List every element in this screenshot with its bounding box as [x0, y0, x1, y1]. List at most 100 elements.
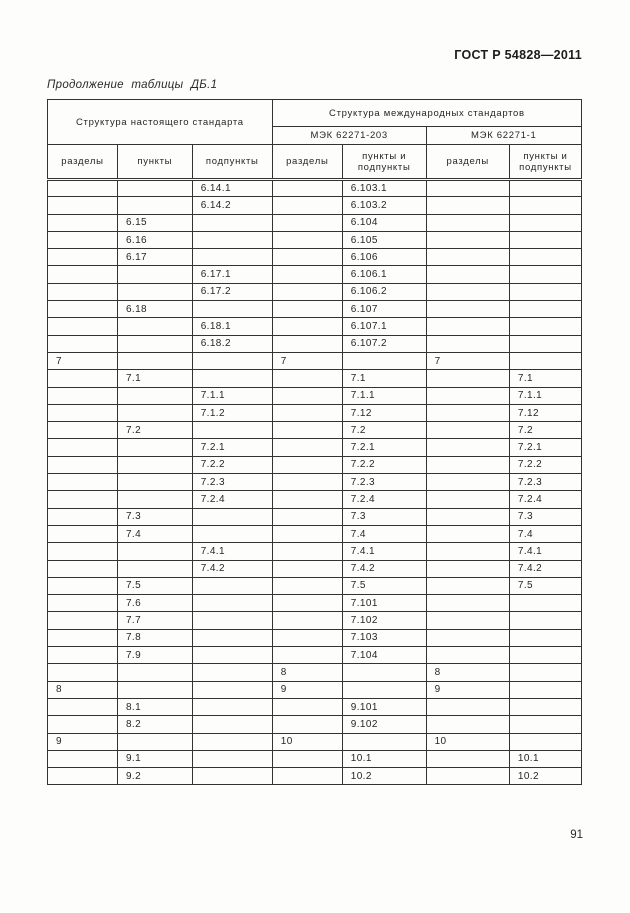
table-row: 7.1.1 7.1.1 7.1.1	[47, 386, 583, 405]
table-cell	[47, 178, 118, 198]
table-cell: 9.1	[116, 749, 193, 769]
table-row: 7.7 7.102	[47, 611, 583, 630]
table-cell: 7.2	[116, 421, 193, 440]
table-cell: 7.4.1	[508, 542, 583, 561]
table-cell: 7.1.1	[191, 386, 273, 405]
table-cell	[271, 369, 343, 388]
table-row: 7.4.2 7.4.2 7.4.2	[47, 559, 583, 578]
table-cell	[271, 594, 343, 613]
table-cell	[271, 749, 343, 769]
table-cell: 7.12	[508, 403, 583, 423]
table-cell	[116, 542, 193, 561]
table-cell: 7.8	[116, 628, 193, 648]
table-cell: 8	[271, 663, 343, 682]
table-cell	[425, 300, 510, 319]
table-cell	[271, 386, 343, 405]
table-cell	[271, 438, 343, 457]
table-cell	[47, 438, 118, 457]
table-row: 7 7 7	[47, 351, 583, 371]
table-cell	[508, 196, 583, 215]
table-row: 7.2 7.2 7.2	[47, 421, 583, 440]
table-cell	[116, 196, 193, 215]
table-row: 6.18.1 6.107.1	[47, 317, 583, 336]
table-cell: 6.17.1	[191, 265, 273, 284]
table-cell	[425, 282, 510, 302]
table-cell: 6.106.1	[341, 265, 427, 284]
table-cell	[47, 559, 118, 578]
table-cell	[47, 317, 118, 336]
table-cell	[425, 369, 510, 388]
table-cell: 7.102	[341, 611, 427, 630]
table-cell	[508, 248, 583, 267]
table-cell: 7.104	[341, 646, 427, 665]
table-cell	[116, 473, 193, 492]
table-cell: 6.107	[341, 300, 427, 319]
table-cell	[116, 559, 193, 578]
table-cell	[47, 334, 118, 353]
table-cell: 7.5	[116, 576, 193, 596]
table-cell: 6.14.2	[191, 196, 273, 215]
table-row: 7.2.3 7.2.3 7.2.3	[47, 473, 583, 492]
table-cell: 7	[271, 351, 343, 371]
table-cell	[116, 282, 193, 302]
table-cell	[47, 663, 118, 682]
table-cell	[508, 230, 583, 250]
structure-comparison-table: Структура настоящего стандарта Структура…	[47, 99, 583, 786]
table-cell	[191, 524, 273, 544]
table-cell: 10.1	[508, 749, 583, 769]
table-cell	[47, 213, 118, 232]
table-row: 7.4 7.4 7.4	[47, 524, 583, 544]
col-header-punkty: пункты	[116, 144, 193, 181]
table-cell: 6.14.1	[191, 178, 273, 198]
table-cell	[271, 611, 343, 630]
table-cell: 7.5	[341, 576, 427, 596]
table-cell	[508, 351, 583, 371]
table-cell: 7.2.3	[508, 473, 583, 492]
table-cell: 6.18.2	[191, 334, 273, 353]
table-cell: 7.4.2	[508, 559, 583, 578]
table-cell	[425, 178, 510, 198]
table-cell	[191, 749, 273, 769]
table-cell: 7.2.1	[508, 438, 583, 457]
table-cell	[191, 248, 273, 267]
table-cell	[116, 732, 193, 751]
table-cell	[47, 697, 118, 717]
table-cell	[47, 628, 118, 648]
table-cell: 9	[47, 732, 118, 751]
table-cell	[191, 715, 273, 734]
table-cell: 7.101	[341, 594, 427, 613]
table-cell: 7.4	[116, 524, 193, 544]
table-cell: 7.4	[508, 524, 583, 544]
table-cell: 7.1.2	[191, 403, 273, 423]
table-cell	[425, 576, 510, 596]
table-cell	[116, 178, 193, 198]
table-cell	[47, 386, 118, 405]
table-cell	[191, 576, 273, 596]
table-cell: 6.17	[116, 248, 193, 267]
table-cell	[425, 646, 510, 665]
table-row: 7.2.1 7.2.1 7.2.1	[47, 438, 583, 457]
table-cell	[116, 490, 193, 509]
table-cell	[191, 213, 273, 232]
table-cell	[47, 369, 118, 388]
table-cell	[47, 749, 118, 769]
table-cell: 7.4	[341, 524, 427, 544]
header-this-standard: Структура настоящего стандарта	[47, 99, 273, 145]
table-cell	[116, 386, 193, 405]
table-cell: 7.2.4	[191, 490, 273, 509]
table-cell: 7.2.2	[191, 455, 273, 475]
table-cell	[191, 230, 273, 250]
table-cell	[47, 473, 118, 492]
table-cell: 7.6	[116, 594, 193, 613]
table-cell	[425, 507, 510, 526]
table-cell: 7.7	[116, 611, 193, 630]
table-cell: 9	[271, 680, 343, 699]
table-cell	[271, 421, 343, 440]
table-row: 8 9 9	[47, 680, 583, 699]
table-cell: 6.18	[116, 300, 193, 319]
table-cell: 10	[425, 732, 510, 751]
page-number: 91	[570, 829, 583, 841]
table-row: 7.1.2 7.12 7.12	[47, 403, 583, 423]
table-cell: 7.4.1	[191, 542, 273, 561]
